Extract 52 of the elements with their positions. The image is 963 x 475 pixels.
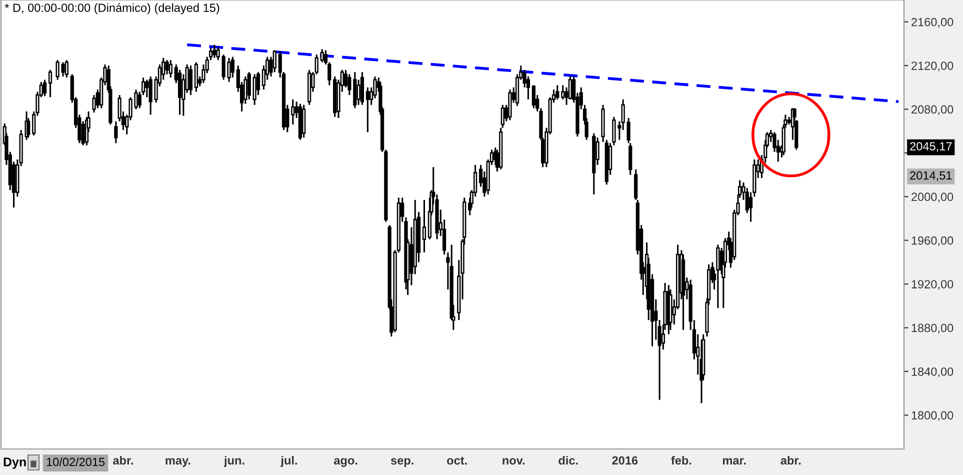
candlestick (114, 120, 118, 144)
candlestick (145, 78, 149, 98)
candlestick (64, 59, 68, 78)
candlestick (561, 84, 565, 100)
candlestick (348, 74, 352, 96)
x-tick-label: abr. (113, 456, 133, 465)
x-tick-label: 2016 (612, 456, 638, 465)
candlestick (230, 56, 234, 78)
x-tick-label: nov. (502, 458, 524, 465)
candlestick (320, 48, 324, 64)
candlestick (188, 64, 193, 96)
y-tick-label: 1960,00 (912, 236, 954, 246)
x-tick-label: may. (166, 458, 190, 467)
candlestick (272, 49, 276, 73)
candlestick (165, 59, 169, 76)
y-tick-label: 1880,00 (912, 324, 954, 334)
text: Dyn (4, 458, 26, 469)
x-tick-label: oct. (447, 456, 467, 465)
y-tick-label: 1840,00 (912, 367, 954, 378)
candlestick (291, 98, 295, 126)
candlestick (194, 62, 198, 93)
y-tick-label: 2120,00 (912, 62, 954, 72)
candlestick (532, 84, 536, 109)
x-tick-label: dic. (558, 456, 578, 465)
x-tick-label: jun. (224, 456, 244, 467)
x-tick-label: abr. (780, 456, 801, 465)
y-tick-label: 2160,00 (912, 18, 954, 28)
y-tick-label: 1920,00 (912, 280, 954, 290)
candlestick (556, 84, 560, 100)
x-tick-label: jul. (280, 456, 297, 467)
chart-title: * D, 00:00-00:00 (Dinámico) (delayed 15) (4, 3, 220, 14)
y-tick-label: 2000,00 (912, 192, 954, 202)
candlestick (168, 59, 172, 78)
candlestick (48, 69, 52, 98)
x-tick-label: sep. (390, 458, 414, 467)
candlestick (422, 199, 426, 254)
candlestick (356, 78, 360, 106)
text: 2014,51 (910, 171, 952, 182)
candlestick (212, 44, 216, 59)
y-tick-label: 2080,00 (912, 105, 954, 116)
text: 10/02/2015 (46, 457, 105, 466)
candlestick (252, 74, 256, 106)
x-tick-label: ago. (334, 458, 358, 467)
candlestick (500, 104, 504, 129)
text: 2045,17 (910, 142, 952, 152)
candlestick (366, 86, 370, 133)
candlestick (628, 142, 632, 176)
candlestick (42, 78, 47, 97)
x-tick-label: feb. (671, 456, 692, 465)
candlestick (247, 71, 251, 100)
x-tick-label: mar. (722, 458, 746, 465)
y-tick-label: 1800,00 (912, 411, 954, 421)
